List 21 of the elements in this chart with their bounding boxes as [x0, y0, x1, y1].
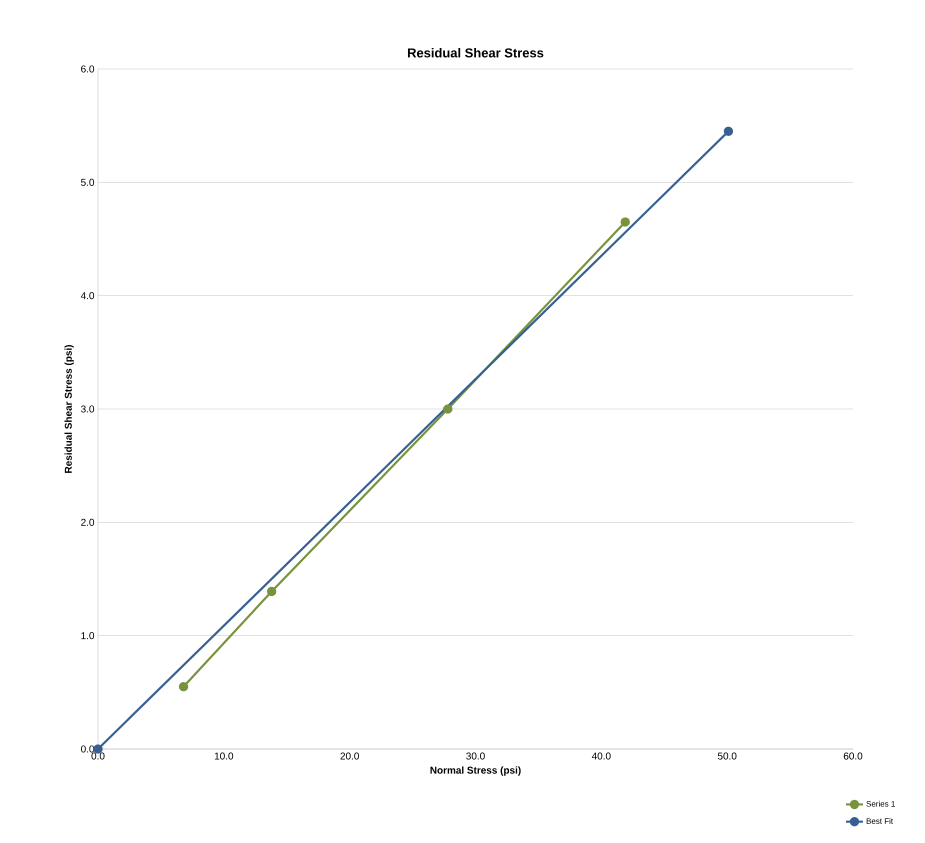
y-tick-label: 3.0: [81, 405, 94, 413]
y-tick-label: 4.0: [80, 292, 94, 300]
x-tick-label: 40.0: [592, 752, 611, 760]
x-tick-label: 60.0: [844, 752, 862, 760]
y-tick-label: 2.0: [81, 518, 94, 526]
x-axis-title: Normal Stress (psi): [430, 766, 521, 776]
point: [266, 586, 276, 596]
chart-title: Residual Shear Stress: [408, 48, 544, 58]
x-tick-label: 20.0: [340, 752, 359, 760]
y-tick-label: 1.0: [81, 632, 94, 640]
x-tick-label: 30.0: [466, 752, 485, 760]
point: [724, 126, 734, 136]
y-axis-title: Residual Shear Stress (psi): [64, 345, 74, 473]
point: [443, 404, 452, 414]
y-tick-label: 5.0: [81, 178, 94, 186]
x-tick-label: 10.0: [214, 752, 234, 760]
x-tick-label: 50.0: [718, 752, 736, 760]
x-tick-label: 0.0: [91, 752, 105, 760]
y-tick-label: 6.0: [81, 65, 94, 73]
point: [178, 682, 188, 692]
point: [620, 217, 630, 227]
